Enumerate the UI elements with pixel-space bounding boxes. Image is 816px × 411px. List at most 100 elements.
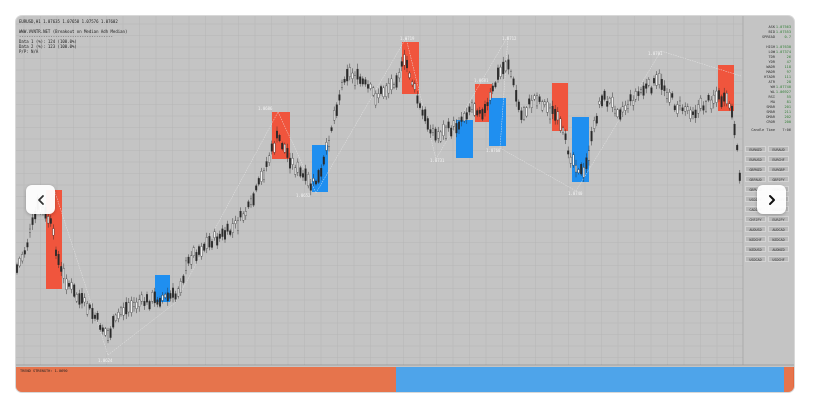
- stat-label: BID: [768, 30, 776, 34]
- strength-bear: [16, 367, 396, 392]
- symbol-button[interactable]: AUDNZD: [768, 246, 789, 252]
- supply-zone: [718, 65, 734, 111]
- stat-value: 202: [784, 115, 792, 119]
- stat-value: 1.07553: [775, 30, 791, 34]
- stat-label: YDR: [768, 60, 776, 64]
- symbol-button[interactable]: EURGBP: [768, 166, 789, 172]
- stat-label: SMAR: [766, 105, 775, 109]
- price-tag: 1.0652: [296, 193, 311, 198]
- price-tag: 1.0681: [474, 78, 489, 83]
- trend-line: [575, 50, 662, 192]
- stat-row: ASK 1.07563: [745, 25, 793, 31]
- symbol-button[interactable]: GBPAUD: [745, 176, 766, 182]
- stat-label: ASK: [768, 25, 776, 29]
- chevron-left-icon: [37, 194, 44, 205]
- price-tag: 1.0624: [98, 358, 113, 363]
- trend-line: [107, 302, 176, 356]
- symbol-button[interactable]: NZDCHF: [745, 236, 766, 242]
- supply-demand-zones: [46, 42, 734, 302]
- strength-bull: [396, 367, 784, 392]
- symbol-button[interactable]: AUDUSD: [745, 226, 766, 232]
- trend-line: [660, 50, 742, 77]
- stat-row: TDR 26: [745, 55, 793, 61]
- trend-line: [53, 188, 109, 356]
- symbol-button[interactable]: AUDCAD: [768, 226, 789, 232]
- next-slide-button[interactable]: [757, 185, 786, 214]
- trend-lines: [53, 35, 742, 356]
- trend-line: [499, 147, 577, 192]
- candlestick-series: [16, 49, 741, 344]
- stat-value: 28: [786, 80, 791, 84]
- strength-label: TREND STRENGTH: 1.0690: [20, 369, 68, 373]
- demand-zone: [312, 145, 328, 192]
- stat-row: SMAR 211: [745, 110, 793, 116]
- stat-row: BID 1.07553: [745, 30, 793, 36]
- trend-line: [435, 35, 509, 160]
- demand-zone: [456, 120, 473, 158]
- symbol-button[interactable]: GBPNZD: [745, 166, 766, 172]
- stat-row: WH 1.07740: [745, 85, 793, 91]
- symbol-button[interactable]: EURAUD: [768, 146, 789, 152]
- symbol-button[interactable]: EURNZD: [745, 146, 766, 152]
- candle-time-label: Candle Time: [751, 128, 775, 132]
- stat-value: 111: [784, 75, 792, 79]
- market-info-panel: ASK 1.07563 BID 1.07553 SPREAD 0.7 HIGH 1.07630…: [745, 25, 793, 271]
- stat-row: ATR 28: [745, 80, 793, 86]
- stat-row: LOW 1.07374: [745, 50, 793, 56]
- stat-value: 201: [784, 105, 792, 109]
- stat-label: SPREAD: [762, 35, 775, 39]
- stat-label: MA: [770, 100, 775, 104]
- symbol-button[interactable]: NZDUSD: [745, 246, 766, 252]
- symbol-button[interactable]: EURUSD: [745, 156, 766, 162]
- prev-slide-button[interactable]: [26, 185, 55, 214]
- candle-time-row: Candle Time 7:06: [745, 128, 793, 134]
- trend-strength-histogram: [16, 367, 794, 392]
- symbol-button[interactable]: GBPJPY: [768, 176, 789, 182]
- price-tag: 1.0701: [648, 51, 663, 56]
- symbol-button[interactable]: CHFJPY: [745, 216, 766, 222]
- stat-value: 1.07563: [775, 25, 791, 29]
- symbol-button[interactable]: USDCHF: [768, 256, 789, 262]
- chart-grid: [16, 16, 743, 365]
- stat-label: LOW: [768, 50, 776, 54]
- candle-time-value: 7:06: [782, 128, 791, 132]
- stat-label: WL: [770, 90, 775, 94]
- stat-row: WL 1.06927: [745, 90, 793, 96]
- stat-value: 0.7: [784, 35, 792, 39]
- symbol-button[interactable]: USDCAD: [745, 256, 766, 262]
- stat-value: 97: [786, 70, 791, 74]
- stat-value: 1.07630: [775, 45, 791, 49]
- strength-bear: [784, 367, 794, 392]
- price-tag: 1.0740: [568, 191, 583, 196]
- symbol-button[interactable]: NZDCAD: [768, 236, 789, 242]
- stat-row: DMAR 202: [745, 115, 793, 121]
- stat-label: HIGH: [766, 45, 775, 49]
- stat-row: MA 81: [745, 100, 793, 106]
- stat-row: YDR 47: [745, 60, 793, 66]
- trend-line: [499, 35, 509, 149]
- stat-value: 211: [784, 110, 792, 114]
- price-tag: 1.0719: [400, 36, 415, 41]
- price-tag: 1.0760: [486, 148, 501, 153]
- stat-row: RSI 55: [745, 95, 793, 101]
- price-tag: 1.0731: [430, 158, 445, 163]
- stat-value: 55: [786, 95, 791, 99]
- stat-row: SMAR 201: [745, 105, 793, 111]
- info-line-2: ---------------------------------------: [19, 34, 113, 39]
- stat-row: HIGH 1.07630: [745, 45, 793, 51]
- symbol-button[interactable]: EURCHF: [768, 156, 789, 162]
- price-tag: 1.0686: [258, 106, 273, 111]
- demand-zone: [155, 275, 170, 302]
- stat-label: ATR: [768, 80, 776, 84]
- price-tag: 1.0712: [502, 36, 517, 41]
- stat-value: 1.07740: [775, 85, 791, 89]
- info-line-3: Data 1 (%): 124 (100.0%): [19, 39, 77, 44]
- trend-line: [315, 37, 407, 194]
- symbol-button[interactable]: EURJPY: [768, 216, 789, 222]
- chevron-right-icon: [768, 194, 775, 205]
- stat-value: 26: [786, 55, 791, 59]
- price-chart-canvas: [16, 16, 794, 392]
- stat-label: RSI: [768, 95, 776, 99]
- stat-label: TDR: [768, 55, 776, 59]
